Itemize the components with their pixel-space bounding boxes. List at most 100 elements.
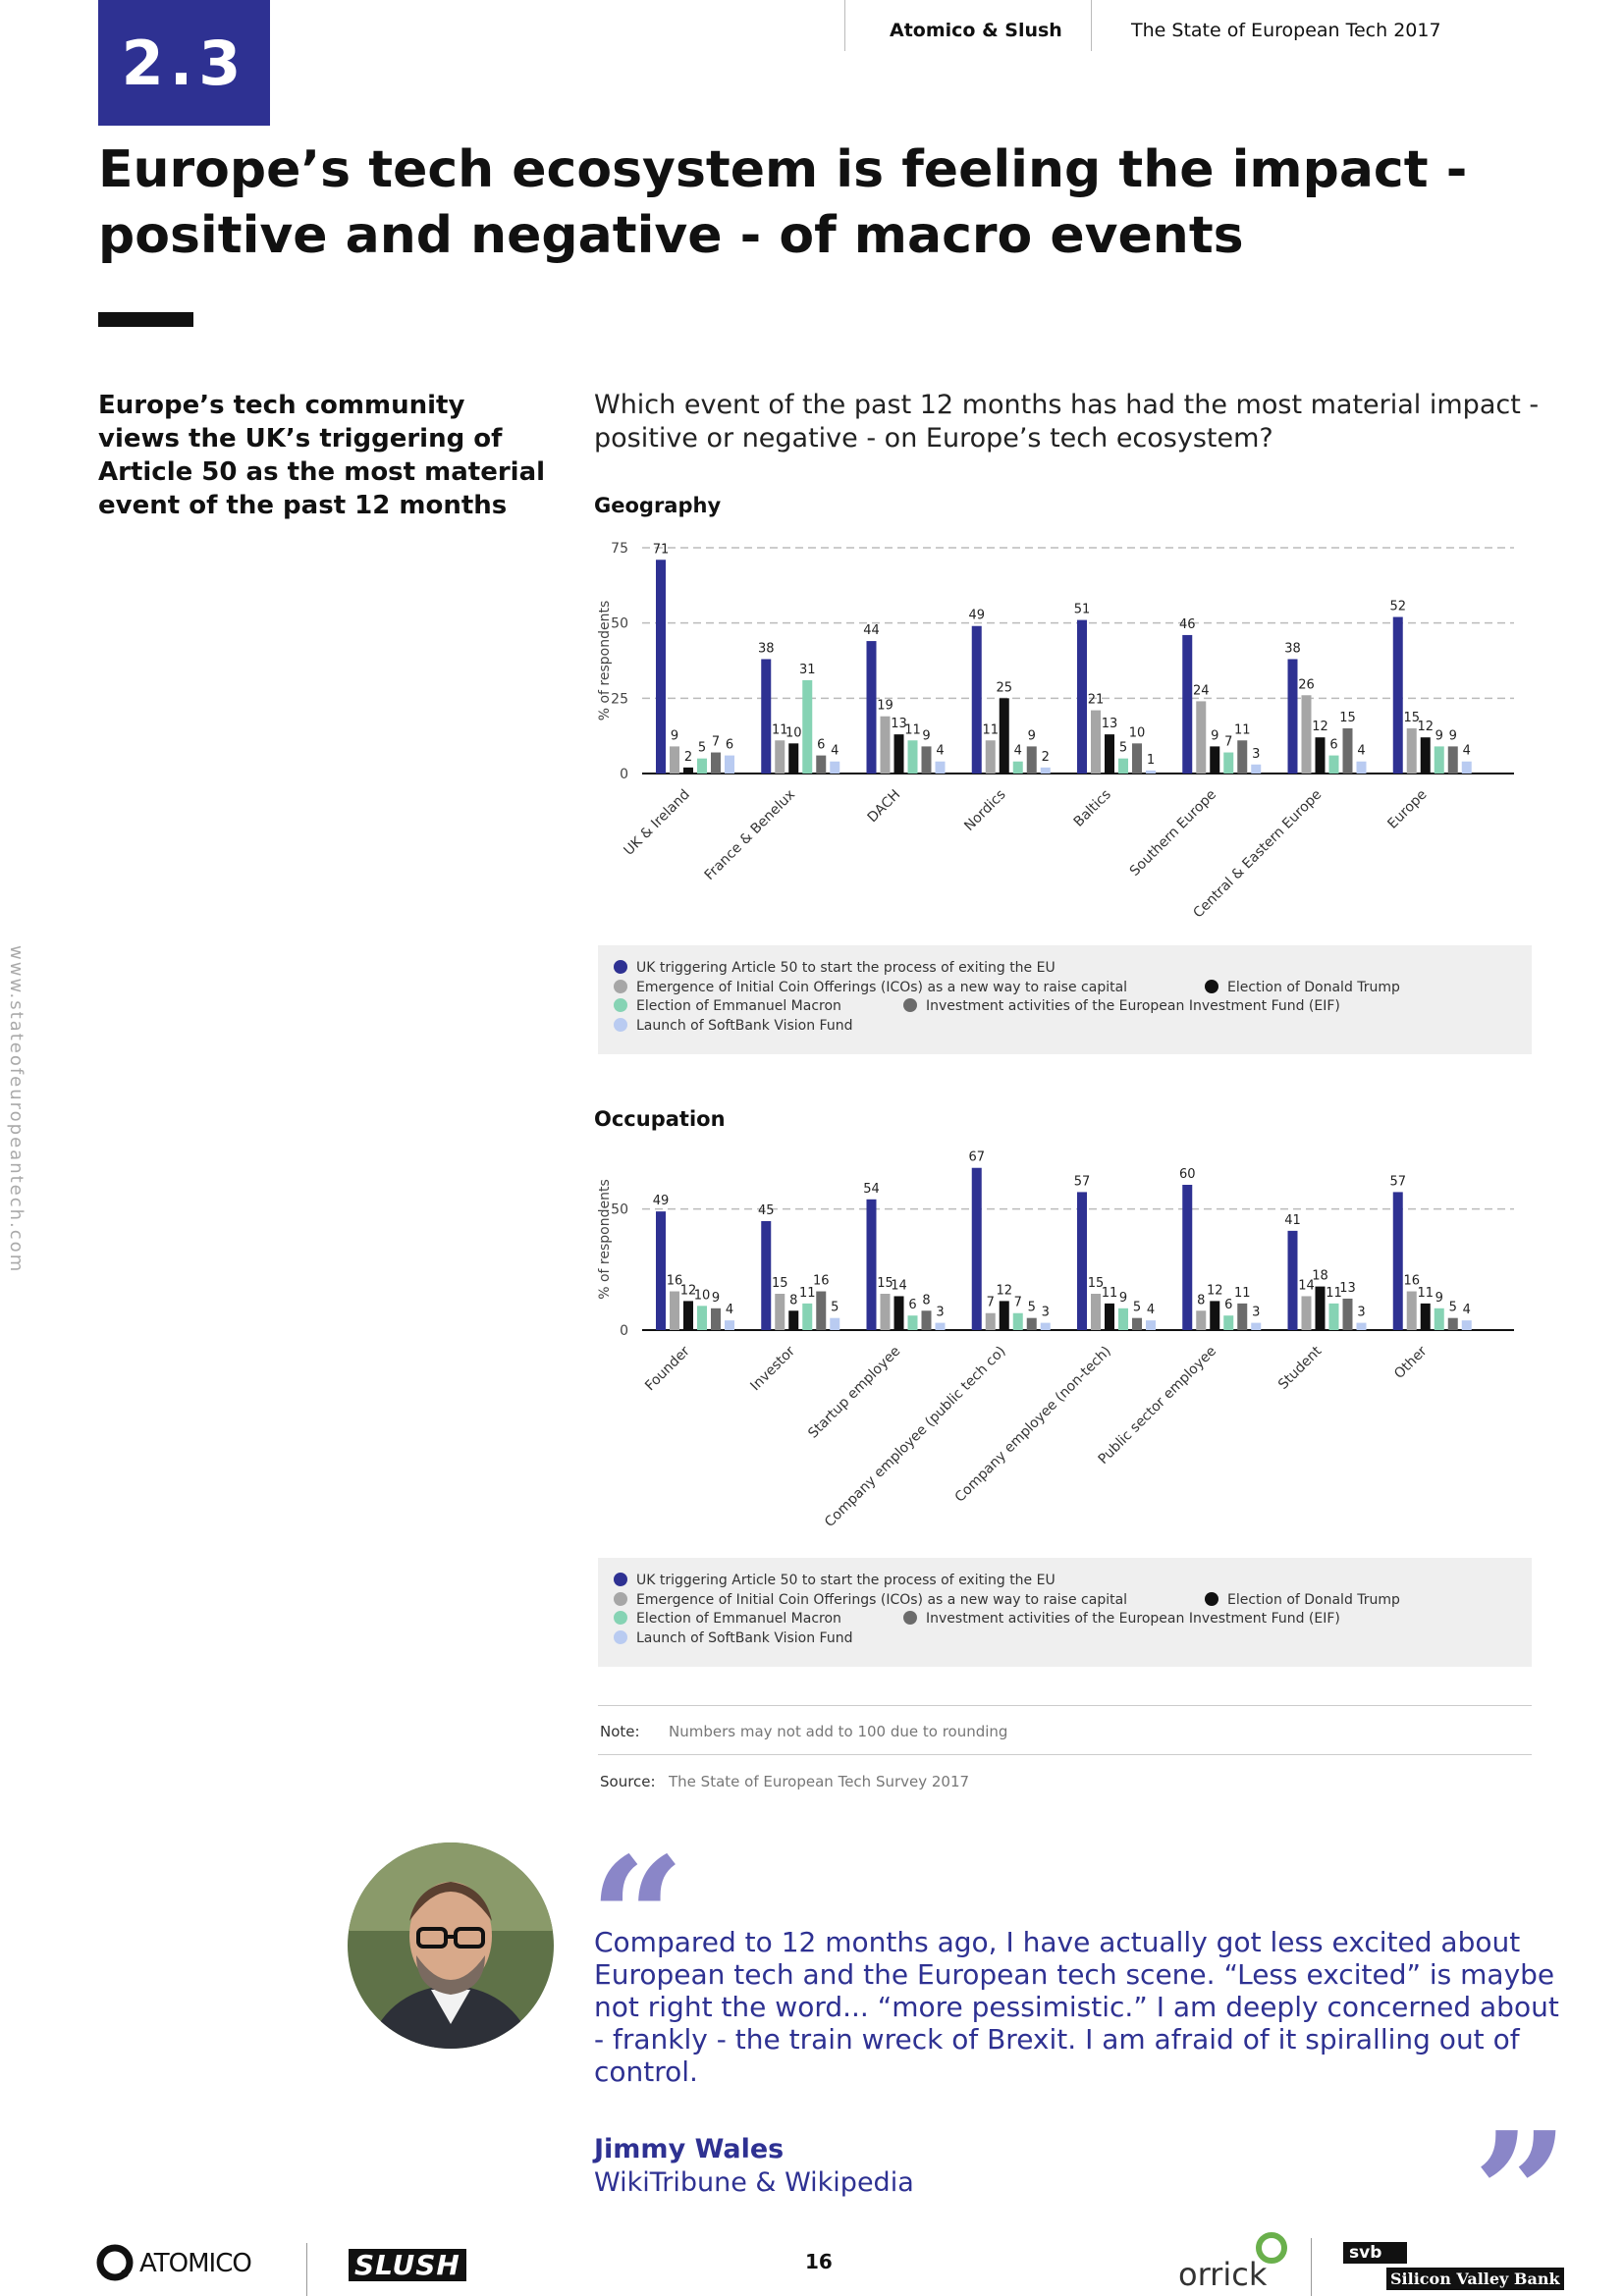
bar: [921, 1310, 932, 1330]
value-label: 10: [694, 1288, 711, 1303]
bar: [775, 740, 785, 774]
bar: [893, 734, 904, 774]
bar: [830, 761, 840, 774]
value-label: 5: [831, 1301, 839, 1315]
bar: [1040, 767, 1051, 774]
legend-swatch: [903, 998, 917, 1012]
value-label: 9: [1119, 1291, 1127, 1306]
chart-title: Geography: [594, 494, 722, 517]
bar: [1118, 1308, 1128, 1330]
value-label: 46: [1179, 617, 1196, 632]
value-label: 4: [1147, 1303, 1155, 1317]
bar: [788, 743, 799, 774]
sidebar-text: Europe’s tech community views the UK’s t…: [98, 391, 546, 520]
bar: [1040, 1322, 1051, 1330]
bar: [971, 1167, 982, 1330]
value-label: 12: [1417, 720, 1434, 734]
y-tick-label: 50: [611, 1202, 628, 1218]
value-label: 11: [1234, 1286, 1251, 1301]
legend-swatch: [614, 1592, 627, 1606]
value-label: 3: [1252, 1306, 1260, 1320]
bar: [866, 641, 877, 774]
bar: [1210, 1301, 1220, 1330]
value-label: 9: [712, 1291, 720, 1306]
bar: [1356, 1322, 1367, 1330]
value-label: 41: [1284, 1213, 1301, 1228]
value-label: 21: [1088, 693, 1105, 708]
quote-name: Jimmy Wales: [594, 2134, 785, 2164]
value-label: 12: [1312, 720, 1328, 734]
value-label: 10: [1129, 725, 1146, 740]
bar: [1012, 1312, 1023, 1330]
value-label: 13: [1102, 717, 1118, 731]
value-label: 25: [996, 680, 1012, 695]
value-label: 15: [1088, 1276, 1105, 1291]
value-label: 60: [1179, 1167, 1196, 1182]
y-tick-label: 75: [611, 541, 628, 557]
value-label: 5: [698, 741, 706, 756]
bar: [1342, 728, 1353, 774]
value-label: 15: [1339, 711, 1356, 725]
open-quote: “: [589, 1821, 685, 2017]
bar: [1356, 761, 1367, 774]
value-label: 16: [667, 1274, 683, 1289]
legend-swatch: [614, 998, 627, 1012]
legend-swatch: [903, 1611, 917, 1625]
legend-swatch: [614, 960, 627, 974]
value-label: 11: [799, 1286, 816, 1301]
bar: [1237, 740, 1248, 774]
bar: [1146, 1320, 1156, 1330]
bar: [1237, 1303, 1248, 1330]
title-rule: [98, 312, 193, 327]
y-tick-label: 0: [620, 1323, 628, 1339]
page-number: 16: [805, 2250, 833, 2273]
x-tick-label: DACH: [865, 787, 904, 827]
value-label: 38: [1284, 641, 1301, 656]
value-label: 4: [831, 744, 839, 759]
bar: [935, 761, 946, 774]
bar: [1146, 770, 1156, 774]
value-label: 9: [671, 728, 678, 743]
bar: [1223, 1315, 1234, 1330]
value-label: 2: [1042, 750, 1050, 765]
value-label: 11: [982, 722, 999, 737]
bar: [725, 755, 734, 774]
value-label: 49: [968, 609, 985, 623]
legend-swatch: [614, 1018, 627, 1032]
x-tick-label: UK & Ireland: [622, 787, 693, 859]
atomico-icon: [96, 2244, 134, 2281]
bar: [1077, 619, 1087, 774]
bar: [830, 1317, 840, 1330]
legend-swatch: [1205, 980, 1218, 993]
value-label: 4: [726, 1303, 733, 1317]
value-label: 38: [758, 641, 775, 656]
y-axis-label: % of respondents: [597, 601, 613, 721]
value-label: 16: [813, 1274, 830, 1289]
bar: [907, 1315, 918, 1330]
bar: [1315, 737, 1326, 774]
x-tick-label: Southern Europe: [1127, 787, 1219, 880]
value-label: 14: [1298, 1278, 1315, 1293]
slush-logo: SLUSH: [349, 2249, 466, 2281]
bar: [1461, 761, 1472, 774]
close-quote: ”: [1473, 2096, 1569, 2292]
bar: [1461, 1320, 1472, 1330]
value-label: 15: [772, 1276, 788, 1291]
header-report: The State of European Tech 2017: [1131, 20, 1441, 41]
bar: [1406, 728, 1417, 774]
value-label: 15: [877, 1276, 893, 1291]
value-label: 4: [1463, 1303, 1471, 1317]
bar: [1077, 1192, 1087, 1330]
bar: [816, 1291, 827, 1330]
bar: [1026, 1317, 1037, 1330]
legend-label: UK triggering Article 50 to start the pr…: [636, 1573, 1056, 1588]
x-tick-label: Europe: [1384, 787, 1430, 832]
value-label: 1: [1147, 753, 1155, 768]
x-tick-label: Public sector employee: [1096, 1344, 1219, 1468]
value-label: 6: [908, 1298, 916, 1312]
value-label: 5: [1133, 1301, 1141, 1315]
legend-label: Emergence of Initial Coin Offerings (ICO…: [636, 1592, 1127, 1608]
chart-title: Occupation: [594, 1107, 726, 1131]
bar: [711, 752, 721, 774]
